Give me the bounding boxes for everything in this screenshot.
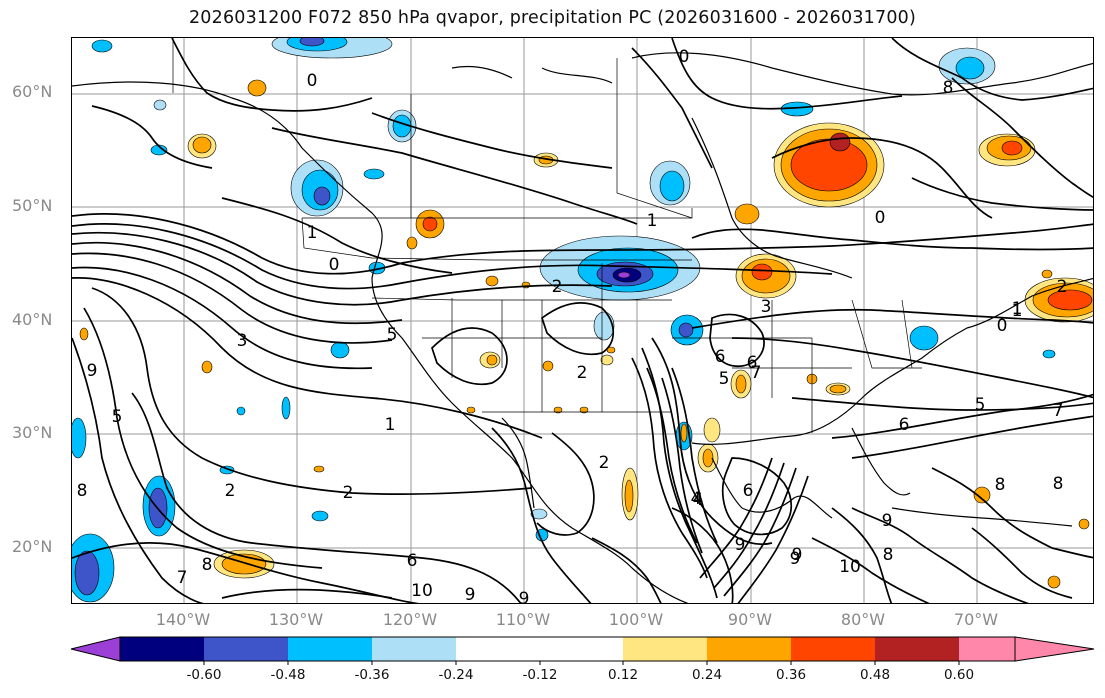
contour-label: 3 [237, 331, 248, 351]
contour-label: 2 [577, 363, 588, 383]
colorbar [70, 636, 1095, 665]
contour-label: 9 [519, 589, 530, 604]
contour-label: 1 [385, 415, 396, 435]
colorbar-bin [120, 637, 204, 661]
colorbar-extend-low [70, 636, 121, 662]
colorbar-bin [707, 637, 791, 661]
contour-label: 5 [387, 325, 398, 345]
contour-label: 10 [839, 557, 861, 577]
contour-label: 9 [465, 585, 476, 604]
contour-label: 6 [899, 415, 910, 435]
contour-label: 9 [792, 545, 803, 565]
contour-labels: 1 0 1 3 5 1 6 2 6 8 7 5 9 2 2 7 8 6 10 9… [77, 47, 1068, 604]
colorbar-bin [456, 637, 623, 661]
lon-label-140w: 140°W [155, 610, 211, 629]
colorbar-tick-label: -0.12 [522, 667, 558, 683]
colorbar-tick-label: 0.48 [859, 667, 891, 683]
contour-label: 8 [883, 545, 894, 565]
colorbar-extend-high [1014, 636, 1095, 662]
contour-label: 8 [77, 481, 88, 501]
contour-label: 9 [735, 535, 746, 555]
contour-label: 7 [177, 568, 188, 588]
contour-label: 7 [1053, 401, 1064, 421]
contour-label: 8 [995, 475, 1006, 495]
map-title: 2026031200 F072 850 hPa qvapor, precipit… [188, 8, 917, 28]
contour-label: 2 [225, 481, 236, 501]
contour-label: 9 [790, 549, 801, 569]
colorbar-bin [372, 637, 456, 661]
contour-label: 6 [747, 353, 758, 373]
contour-label: 5 [975, 395, 986, 415]
contour-label: 8 [1053, 474, 1064, 494]
colorbar-tick-label: -0.48 [270, 667, 306, 683]
contour-label: 5 [719, 369, 730, 389]
precip-shading [72, 38, 1093, 603]
contour-label: 0 [875, 208, 886, 228]
lon-label-80w: 80°W [840, 610, 886, 629]
map-panel: 1 0 1 3 5 1 6 2 6 8 7 5 9 2 2 7 8 6 10 9… [71, 37, 1094, 604]
colorbar-bin [204, 637, 288, 661]
contour-label: 6 [715, 347, 726, 367]
qvapor-contours [72, 38, 1093, 603]
colorbar-bin [959, 637, 1015, 661]
contour-label: 0 [329, 255, 340, 275]
colorbar-bin [623, 637, 707, 661]
lon-label-120w: 120°W [382, 610, 438, 629]
contour-label: 5 [112, 407, 123, 427]
contour-label: 9 [87, 361, 98, 381]
contour-label: 9 [882, 511, 893, 531]
colorbar-tick-label: 0.24 [691, 667, 723, 683]
contour-label: 2 [552, 277, 563, 297]
contour-label: 1 [307, 223, 318, 243]
colorbar-tick-label: 0.60 [943, 667, 975, 683]
lat-label-60n: 60°N [12, 82, 53, 101]
contour-label: 4 [693, 490, 704, 510]
lat-label-50n: 50°N [12, 196, 53, 215]
lat-label-20n: 20°N [12, 537, 53, 556]
colorbar-tick-label: -0.36 [354, 667, 390, 683]
contour-label: 6 [407, 551, 418, 571]
coastlines-borders [72, 52, 1093, 603]
contour-label: 3 [761, 297, 772, 317]
lon-label-90w: 90°W [727, 610, 773, 629]
contour-label: 1 [1012, 301, 1023, 321]
contour-label: 4 [691, 489, 702, 509]
contour-label: 1 [647, 211, 658, 231]
contour-label: 1 [1012, 299, 1023, 319]
colorbar-tick-label: 0.36 [775, 667, 807, 683]
contour-label: 2 [1057, 277, 1068, 297]
colorbar-bin [791, 637, 875, 661]
map-canvas: 1 0 1 3 5 1 6 2 6 8 7 5 9 2 2 7 8 6 10 9… [72, 38, 1093, 604]
lat-label-40n: 40°N [12, 310, 53, 329]
colorbar-tick-label: 0.12 [607, 667, 639, 683]
colorbar-tick-label: -0.60 [186, 667, 222, 683]
contour-label: 2 [343, 483, 354, 503]
lon-label-100w: 100°W [608, 610, 664, 629]
contour-label: 6 [743, 481, 754, 501]
contour-label: 8 [943, 78, 954, 98]
colorbar-bin [875, 637, 959, 661]
colorbar-bin [288, 637, 372, 661]
contour-label: 8 [202, 555, 213, 575]
lon-label-70w: 70°W [953, 610, 999, 629]
contour-label: 10 [411, 581, 433, 601]
contour-label: 7 [751, 363, 762, 383]
contour-label: 0 [679, 47, 690, 67]
contour-label: 0 [997, 316, 1008, 336]
contour-label: 2 [599, 453, 610, 473]
lat-label-30n: 30°N [12, 423, 53, 442]
graticule [72, 38, 1093, 603]
lon-label-130w: 130°W [268, 610, 324, 629]
lon-label-110w: 110°W [495, 610, 551, 629]
colorbar-tick-label: -0.24 [438, 667, 474, 683]
contour-label: 0 [307, 71, 318, 91]
